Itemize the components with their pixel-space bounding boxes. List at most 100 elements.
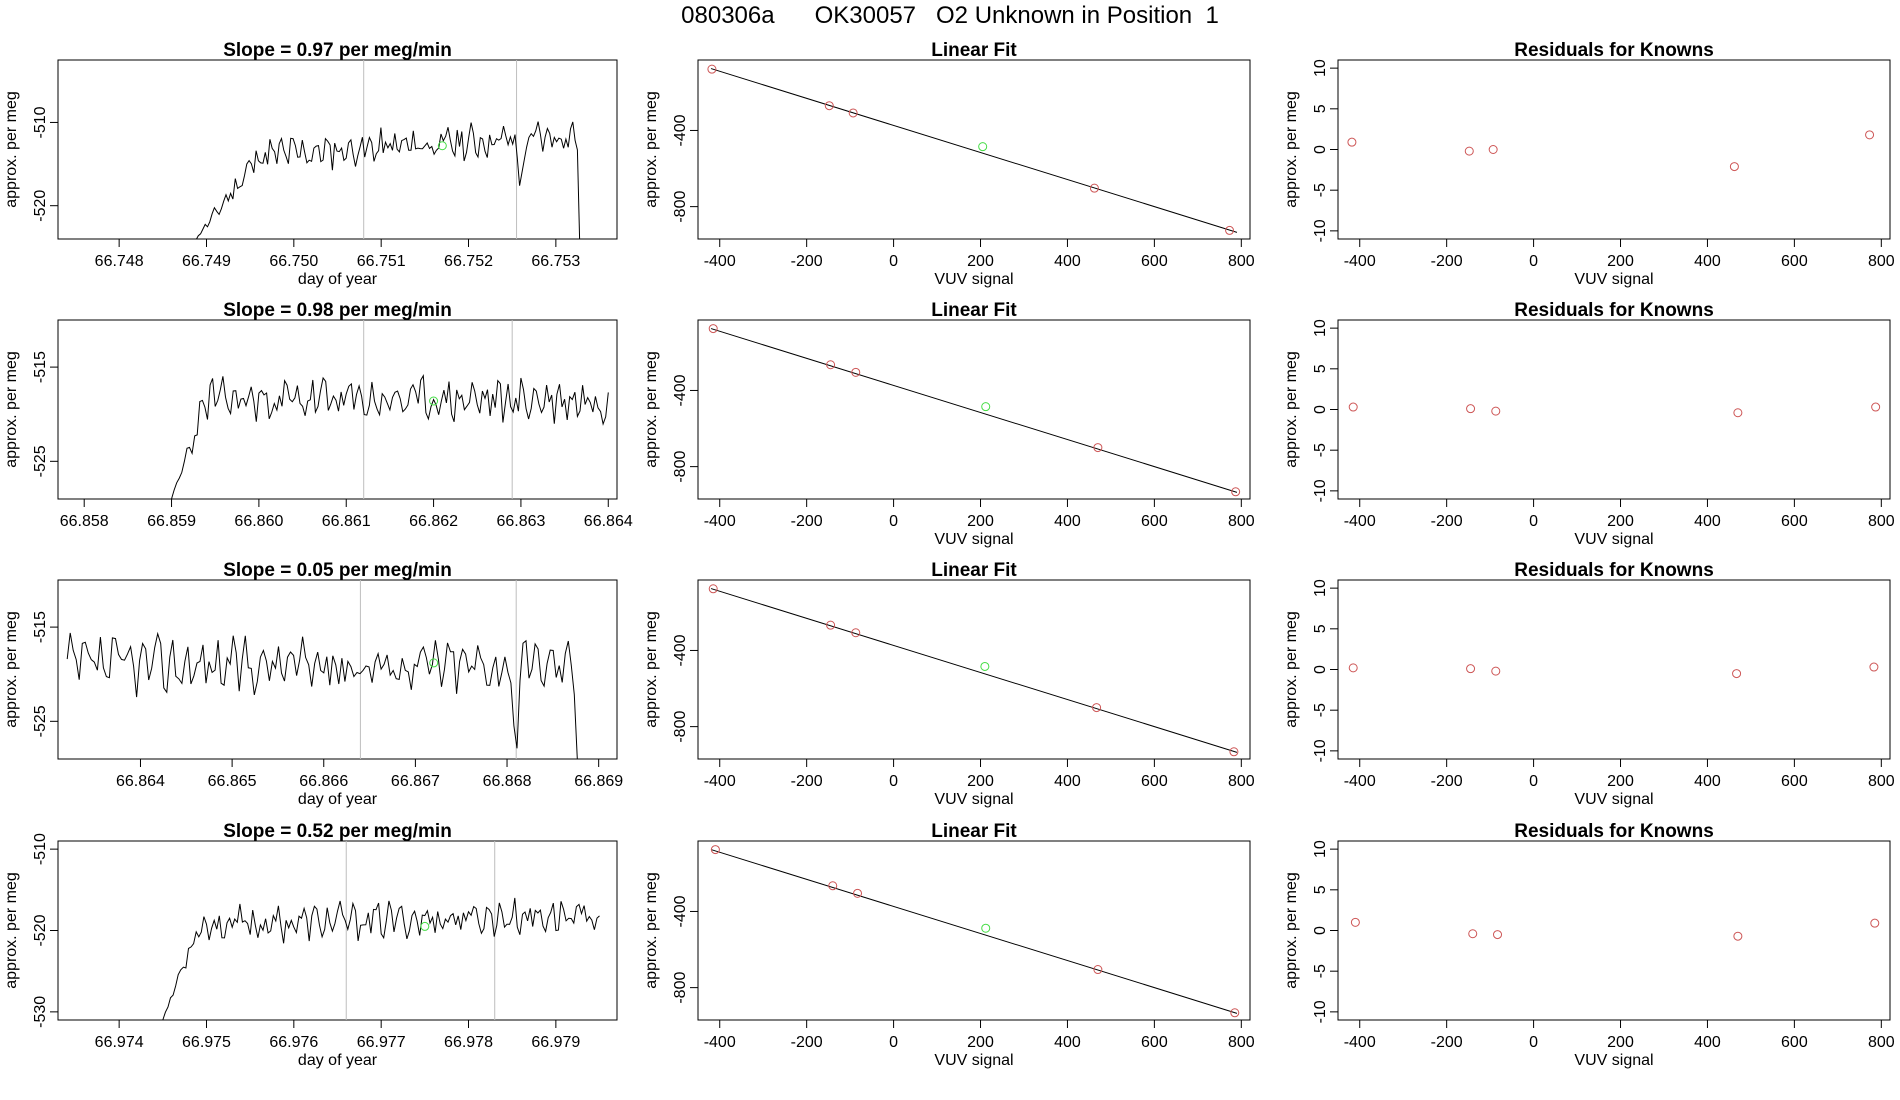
- plot-frame: [697, 579, 1251, 760]
- x-axis-label: day of year: [298, 1052, 378, 1069]
- known-point: [1347, 137, 1357, 147]
- x-tick-label: 600: [1781, 773, 1808, 790]
- x-tick-label: 66.864: [116, 773, 165, 790]
- known-point: [1348, 663, 1358, 673]
- known-point: [1488, 145, 1498, 154]
- y-tick-label: 5: [1312, 624, 1329, 633]
- fit-line: [710, 68, 1238, 233]
- y-tick-label: -5: [1312, 183, 1329, 197]
- y-tick-label: 10: [1312, 579, 1329, 597]
- x-tick-label: 0: [1529, 513, 1538, 530]
- known-point: [1229, 747, 1239, 757]
- signal-trace: [162, 897, 600, 1020]
- known-point: [1466, 664, 1476, 674]
- x-tick-label: 800: [1868, 773, 1895, 790]
- panel-r1-c3: Residuals for Knowns -400 -200 0 200 400 600 80…: [1283, 40, 1895, 288]
- known-point: [1491, 666, 1501, 676]
- known-point: [1870, 918, 1880, 928]
- plot-frame: [57, 59, 618, 240]
- x-tick-label: 200: [967, 1034, 994, 1051]
- panel-title: Linear Fit: [931, 40, 1017, 61]
- x-tick-label: 66.867: [391, 773, 440, 790]
- unknown-point: [429, 658, 439, 668]
- x-tick-label: 600: [1141, 773, 1168, 790]
- y-tick-label: 10: [1312, 319, 1329, 337]
- y-tick-label: -5: [1312, 443, 1329, 457]
- y-tick-label: -400: [672, 895, 689, 927]
- panel-title: Residuals for Knowns: [1514, 821, 1714, 842]
- x-tick-label: 0: [889, 513, 898, 530]
- x-tick-label: -400: [1344, 1034, 1376, 1051]
- panel-title: Slope = 0.97 per meg/min: [223, 40, 452, 61]
- known-point: [1491, 406, 1501, 416]
- known-point: [1230, 1008, 1240, 1018]
- plot-frame: [1337, 319, 1891, 500]
- y-tick-label: 10: [1312, 840, 1329, 858]
- plot-frame: [57, 319, 618, 500]
- panel-title: Slope = 0.98 per meg/min: [223, 300, 452, 321]
- panel-r3-c1: Slope = 0.05 per meg/min 66.864 66.865 66.8…: [3, 560, 623, 808]
- panel-r2-c3: Residuals for Knowns -400 -200 0 200 400 600 80…: [1283, 300, 1895, 548]
- panel-r4-c3: Residuals for Knowns -400 -200 0 200 400 600 80…: [1283, 821, 1895, 1069]
- x-tick-label: -400: [704, 513, 736, 530]
- panel-r2-c2: Linear Fit -400 -200 0 200 400 600 800 -800 -400 V…: [643, 300, 1255, 548]
- known-point: [851, 628, 861, 638]
- y-axis-label: approx. per meg: [1283, 872, 1300, 989]
- x-tick-label: 800: [1228, 1034, 1255, 1051]
- known-point: [1733, 931, 1743, 941]
- known-point: [708, 324, 718, 334]
- y-tick-label: -400: [672, 634, 689, 666]
- y-axis-label: approx. per meg: [643, 351, 660, 468]
- y-tick-label: -10: [1312, 219, 1329, 242]
- y-axis-label: approx. per meg: [3, 91, 20, 208]
- known-point: [851, 367, 861, 377]
- y-tick-label: -515: [32, 611, 49, 643]
- x-tick-label: 66.862: [409, 513, 458, 530]
- x-tick-label: 400: [1694, 1034, 1721, 1051]
- known-point: [708, 584, 718, 594]
- x-tick-label: -200: [1431, 253, 1463, 270]
- panel-title: Slope = 0.05 per meg/min: [223, 560, 452, 581]
- plot-area: [1350, 917, 1880, 941]
- x-tick-label: -200: [1431, 1034, 1463, 1051]
- known-point: [1093, 443, 1103, 453]
- fit-line: [710, 328, 1238, 493]
- x-tick-label: -200: [791, 1034, 823, 1051]
- x-tick-label: -200: [791, 513, 823, 530]
- plot-frame: [697, 59, 1251, 240]
- x-tick-label: 200: [1607, 513, 1634, 530]
- x-tick-label: -400: [704, 1034, 736, 1051]
- y-tick-label: -510: [32, 833, 49, 865]
- y-tick-label: -520: [32, 190, 49, 222]
- x-tick-label: 66.979: [531, 1034, 580, 1051]
- panel-r3-c3: Residuals for Knowns -400 -200 0 200 400 600 80…: [1283, 560, 1895, 808]
- panel-title: Linear Fit: [931, 560, 1017, 581]
- x-axis-label: VUV signal: [1574, 531, 1653, 548]
- known-point: [707, 64, 717, 74]
- x-tick-label: 600: [1141, 513, 1168, 530]
- x-tick-label: -200: [1431, 513, 1463, 530]
- known-point: [1468, 929, 1478, 939]
- x-tick-label: 800: [1228, 773, 1255, 790]
- y-tick-label: -400: [672, 114, 689, 146]
- x-tick-label: 66.864: [584, 513, 633, 530]
- unknown-point: [981, 923, 991, 933]
- known-point: [1089, 183, 1099, 193]
- x-tick-label: -400: [1344, 253, 1376, 270]
- known-point: [1865, 130, 1875, 140]
- x-axis-label: VUV signal: [934, 271, 1013, 288]
- x-axis-label: VUV signal: [1574, 791, 1653, 808]
- unknown-point: [981, 402, 991, 412]
- x-tick-label: 200: [1607, 773, 1634, 790]
- x-tick-label: -400: [704, 773, 736, 790]
- x-tick-label: -400: [704, 253, 736, 270]
- y-tick-label: -10: [1312, 479, 1329, 502]
- x-axis-label: VUV signal: [934, 531, 1013, 548]
- signal-trace: [171, 374, 609, 499]
- y-tick-label: -510: [32, 106, 49, 138]
- x-tick-label: 600: [1781, 253, 1808, 270]
- x-tick-label: 200: [1607, 253, 1634, 270]
- figure-title: 080306a OK30057 O2 Unknown in Position 1: [681, 2, 1219, 29]
- plot-area: [708, 324, 1241, 497]
- plot-area: [1348, 662, 1879, 679]
